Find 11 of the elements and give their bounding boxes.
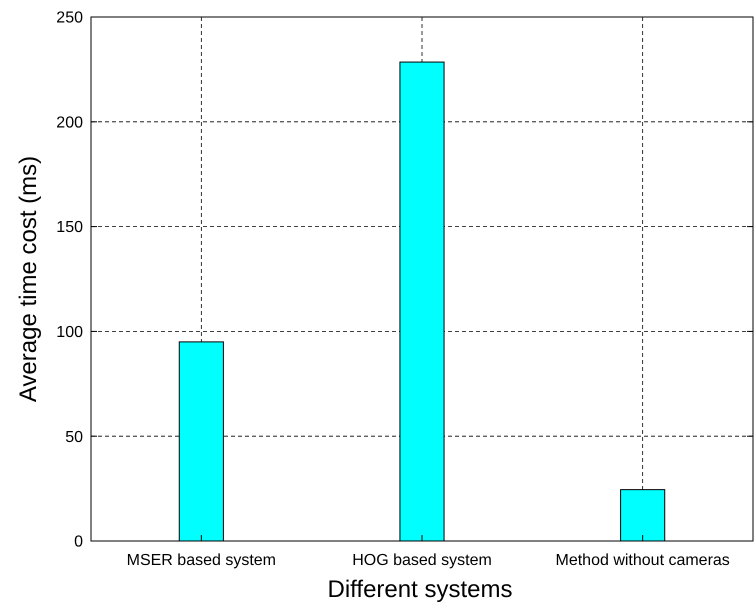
y-tick-label: 100 [56, 324, 84, 341]
y-tick-label: 250 [56, 10, 84, 27]
x-tick-label: MSER based system [126, 552, 276, 569]
x-tick-label: HOG based system [352, 552, 492, 569]
x-axis-title: Different systems [328, 576, 512, 603]
y-tick-label: 0 [74, 534, 84, 551]
y-axis-title: Average time cost (ms) [15, 156, 42, 402]
y-tick-label: 50 [65, 428, 84, 446]
x-tick-label: Method without cameras [556, 552, 730, 569]
y-tick-label: 150 [56, 219, 84, 236]
y-tick-label: 200 [56, 114, 84, 132]
